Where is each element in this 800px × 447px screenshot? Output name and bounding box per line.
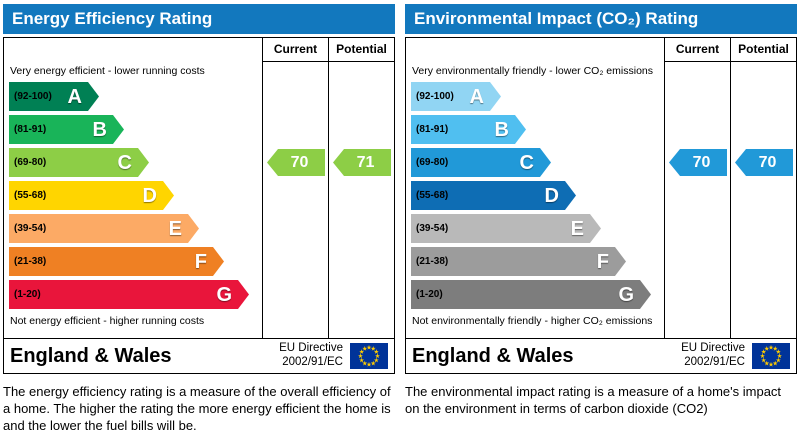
- environmental-impact-panel: Environmental Impact (CO₂) Rating Curren…: [405, 4, 797, 417]
- column-divider: [328, 38, 329, 338]
- band-range-label: (55-68): [14, 190, 47, 201]
- band-bar-d: (55-68) D: [9, 181, 174, 210]
- band-letter: A: [469, 85, 484, 108]
- potential-column-header: Potential: [731, 38, 796, 62]
- band-letter: G: [618, 283, 634, 306]
- potential-rating-value: 71: [356, 153, 375, 171]
- band-letter: F: [596, 250, 609, 273]
- bands-area: Very environmentally friendly - lower CO…: [406, 38, 664, 338]
- rating-chart: Current Potential Very energy efficient …: [3, 37, 395, 339]
- column-divider: [262, 38, 263, 338]
- band-range-label: (39-54): [14, 223, 47, 234]
- current-column-header: Current: [263, 38, 328, 62]
- band-letter: B: [494, 118, 509, 141]
- band-letter: C: [519, 151, 534, 174]
- band-bar-b: (81-91) B: [411, 115, 526, 144]
- band-range-label: (39-54): [416, 223, 449, 234]
- eu-flag-icon: [752, 343, 790, 369]
- bands-area: Very energy efficient - lower running co…: [4, 38, 262, 338]
- panel-title: Environmental Impact (CO₂) Rating: [414, 9, 699, 28]
- band-letter: C: [117, 151, 132, 174]
- bottom-note: Not environmentally friendly - higher CO…: [412, 315, 653, 327]
- description-text: The energy efficiency rating is a measur…: [3, 384, 391, 434]
- eu-directive-label: EU Directive 2002/91/EC: [279, 342, 343, 370]
- potential-rating-arrow: 71: [333, 149, 391, 176]
- potential-rating-value: 70: [758, 153, 777, 171]
- directive-group: EU Directive 2002/91/EC: [279, 342, 388, 370]
- eu-directive-label: EU Directive 2002/91/EC: [681, 342, 745, 370]
- band-bar-g: (1-20) G: [411, 280, 651, 309]
- region-label: England & Wales: [10, 344, 172, 367]
- band-letter: A: [67, 85, 82, 108]
- eu-directive-line2: 2002/91/EC: [684, 356, 745, 368]
- eu-directive-line2: 2002/91/EC: [282, 356, 343, 368]
- band-range-label: (69-80): [416, 157, 449, 168]
- description-text: The environmental impact rating is a mea…: [405, 384, 782, 417]
- potential-rating-arrow: 70: [735, 149, 793, 176]
- current-rating-arrow: 70: [267, 149, 325, 176]
- band-bar-c: (69-80) C: [411, 148, 551, 177]
- top-note: Very environmentally friendly - lower CO…: [412, 65, 653, 77]
- band-letter: G: [216, 283, 232, 306]
- band-letter: D: [544, 184, 559, 207]
- band-list: (92-100) A (81-91) B (69-80) C (55-68) D: [411, 82, 661, 313]
- panel-title-bar: Environmental Impact (CO₂) Rating: [405, 4, 797, 34]
- band-bar-e: (39-54) E: [411, 214, 601, 243]
- band-range-label: (1-20): [14, 289, 41, 300]
- column-divider: [730, 38, 731, 338]
- band-bar-f: (21-38) F: [9, 247, 224, 276]
- eu-flag-icon: [350, 343, 388, 369]
- band-range-label: (69-80): [14, 157, 47, 168]
- current-column-header: Current: [665, 38, 730, 62]
- band-letter: E: [168, 217, 182, 240]
- panel-title: Energy Efficiency Rating: [12, 9, 213, 28]
- column-divider: [664, 38, 665, 338]
- band-bar-a: (92-100) A: [411, 82, 501, 111]
- band-range-label: (81-91): [14, 124, 47, 135]
- band-bar-g: (1-20) G: [9, 280, 249, 309]
- band-range-label: (21-38): [416, 256, 449, 267]
- directive-group: EU Directive 2002/91/EC: [681, 342, 790, 370]
- eu-directive-line1: EU Directive: [681, 342, 745, 355]
- current-rating-value: 70: [290, 153, 309, 171]
- current-rating-value: 70: [692, 153, 711, 171]
- band-letter: F: [194, 250, 207, 273]
- current-rating-arrow: 70: [669, 149, 727, 176]
- bottom-note: Not energy efficient - higher running co…: [10, 315, 205, 327]
- top-note: Very energy efficient - lower running co…: [10, 65, 205, 77]
- band-letter: B: [92, 118, 107, 141]
- band-range-label: (92-100): [14, 91, 52, 102]
- band-bar-d: (55-68) D: [411, 181, 576, 210]
- chart-footer: England & Wales EU Directive 2002/91/EC: [3, 339, 395, 374]
- band-bar-b: (81-91) B: [9, 115, 124, 144]
- potential-column-header: Potential: [329, 38, 394, 62]
- band-list: (92-100) A (81-91) B (69-80) C (55-68) D: [9, 82, 259, 313]
- chart-footer: England & Wales EU Directive 2002/91/EC: [405, 339, 797, 374]
- band-bar-e: (39-54) E: [9, 214, 199, 243]
- band-bar-a: (92-100) A: [9, 82, 99, 111]
- band-range-label: (81-91): [416, 124, 449, 135]
- band-letter: E: [570, 217, 584, 240]
- band-range-label: (1-20): [416, 289, 443, 300]
- band-bar-c: (69-80) C: [9, 148, 149, 177]
- band-range-label: (21-38): [14, 256, 47, 267]
- eu-directive-line1: EU Directive: [279, 342, 343, 355]
- panel-title-bar: Energy Efficiency Rating: [3, 4, 395, 34]
- band-letter: D: [142, 184, 157, 207]
- energy-efficiency-panel: Energy Efficiency Rating Current Potenti…: [3, 4, 395, 434]
- band-range-label: (55-68): [416, 190, 449, 201]
- band-range-label: (92-100): [416, 91, 454, 102]
- band-bar-f: (21-38) F: [411, 247, 626, 276]
- rating-chart: Current Potential Very environmentally f…: [405, 37, 797, 339]
- region-label: England & Wales: [412, 344, 574, 367]
